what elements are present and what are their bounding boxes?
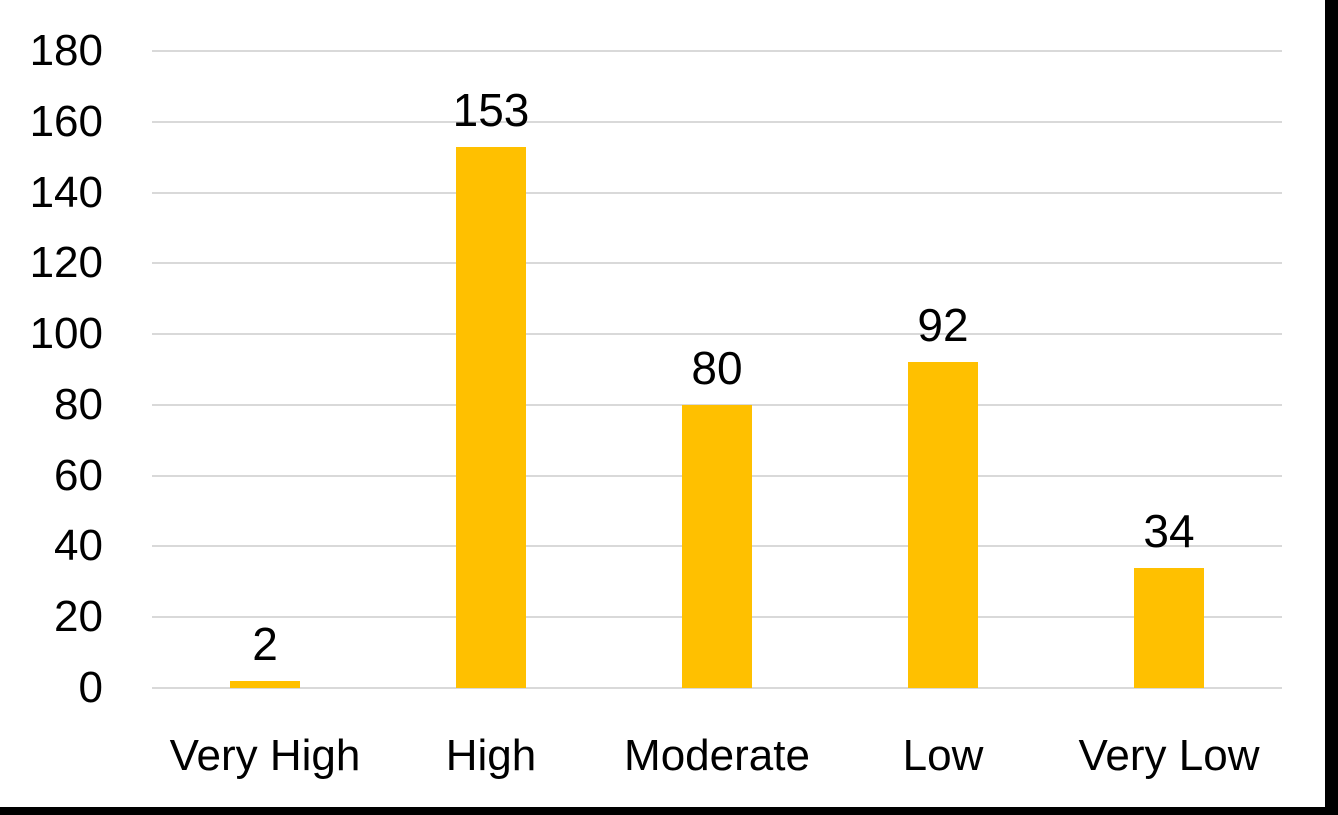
y-tick-label: 0 bbox=[78, 663, 103, 712]
y-tick-label: 40 bbox=[54, 521, 103, 571]
y-tick-label: 100 bbox=[29, 309, 103, 359]
y-tick-label: 120 bbox=[29, 238, 103, 288]
bar bbox=[230, 680, 300, 688]
bar-data-label: 153 bbox=[452, 83, 530, 136]
bar-data-label: 34 bbox=[1143, 504, 1195, 557]
category-label: Very High bbox=[169, 731, 361, 780]
gridline bbox=[152, 120, 1282, 123]
gridline bbox=[152, 50, 1282, 52]
gridline bbox=[152, 191, 1282, 194]
y-tick-label: 80 bbox=[54, 379, 103, 429]
frame-bottom-border bbox=[0, 807, 1338, 815]
category-label: Low bbox=[902, 731, 984, 780]
y-tick-label: 60 bbox=[54, 450, 103, 500]
gridline bbox=[152, 262, 1282, 265]
bar-data-label: 92 bbox=[917, 299, 969, 352]
bar-data-label: 2 bbox=[252, 617, 278, 670]
bar bbox=[1134, 567, 1204, 688]
bar bbox=[908, 362, 978, 688]
category-label: Moderate bbox=[624, 731, 810, 780]
bar bbox=[456, 146, 526, 688]
bar-data-label: 80 bbox=[691, 341, 743, 394]
category-label: High bbox=[445, 731, 537, 780]
x-axis-line bbox=[152, 687, 1282, 689]
bar bbox=[682, 404, 752, 688]
frame-right-border bbox=[1325, 0, 1338, 815]
y-tick-label: 160 bbox=[29, 96, 103, 146]
y-tick-label: 20 bbox=[54, 592, 103, 642]
y-tick-label: 180 bbox=[29, 26, 103, 75]
y-tick-label: 140 bbox=[29, 167, 103, 217]
gridline bbox=[152, 333, 1282, 336]
category-label: Very Low bbox=[1078, 731, 1260, 780]
